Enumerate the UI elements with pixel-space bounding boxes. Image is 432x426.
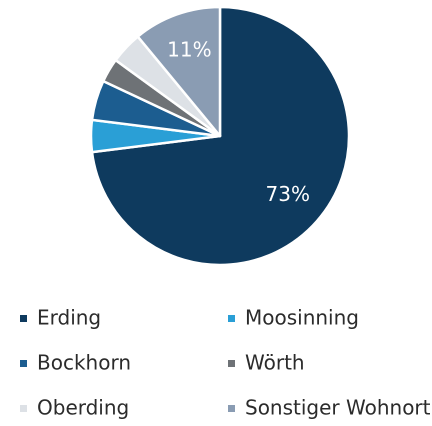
legend-label: Oberding — [37, 396, 129, 420]
legend-swatch — [228, 360, 235, 367]
legend-swatch — [20, 405, 27, 412]
legend-label: Bockhorn — [37, 351, 131, 375]
pie-slice — [136, 5, 222, 138]
legend-label: Erding — [37, 306, 101, 330]
legend-label: Wörth — [245, 351, 305, 375]
legend-swatch — [228, 315, 235, 322]
legend-swatch — [228, 405, 235, 412]
legend-swatch — [20, 360, 27, 367]
value-label: 73% — [266, 182, 310, 206]
legend-swatch — [20, 315, 27, 322]
legend-label: Sonstiger Wohnort — [245, 396, 431, 420]
value-label: 11% — [167, 38, 211, 62]
legend-label: Moosinning — [245, 306, 359, 330]
